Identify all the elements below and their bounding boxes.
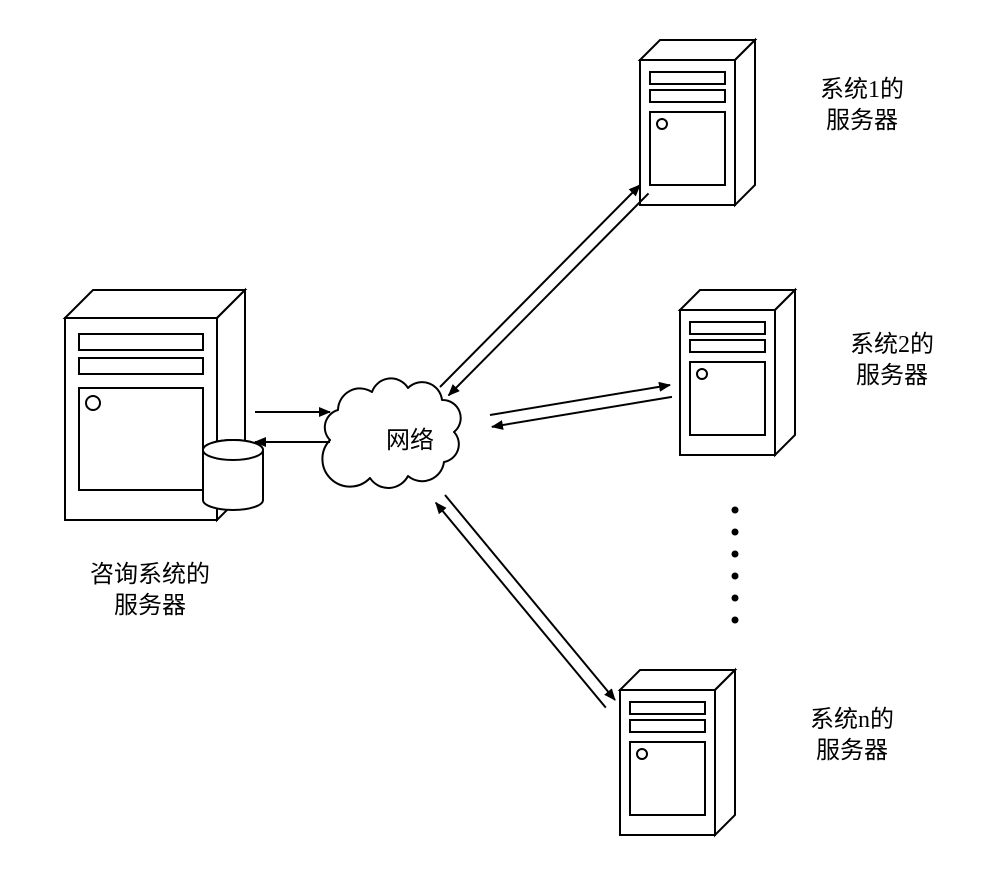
diagram-root: 网络 bbox=[65, 40, 795, 835]
servern-label: 系统n的服务器 bbox=[810, 705, 894, 767]
left-server-label: 咨询系统的服务器 bbox=[90, 560, 210, 622]
server1-label: 系统1的服务器 bbox=[820, 75, 904, 137]
svg-text:网络: 网络 bbox=[386, 427, 434, 454]
server2-label: 系统2的服务器 bbox=[850, 330, 934, 392]
